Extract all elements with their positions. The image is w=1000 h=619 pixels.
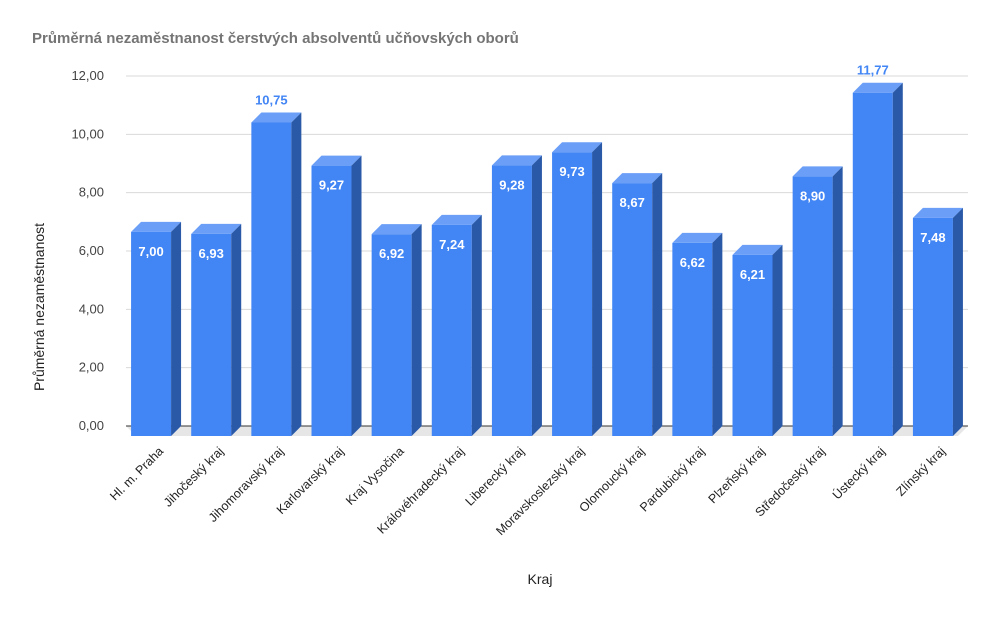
bar [912, 207, 963, 436]
bar-value-label: 6,93 [199, 246, 224, 261]
bar-front [612, 183, 653, 436]
bar [191, 223, 242, 436]
bar-side [291, 112, 302, 436]
bar [311, 155, 362, 436]
y-tick-label: 2,00 [79, 360, 104, 375]
bar-front [131, 231, 172, 436]
bar-top [431, 214, 482, 225]
bar-value-label: 9,27 [319, 178, 344, 193]
bar-top [131, 221, 182, 232]
bar-front [191, 233, 232, 436]
bar-value-label: 11,77 [857, 63, 889, 78]
x-tick-label: Kraj Vysočina [343, 444, 407, 508]
bar-side [832, 166, 843, 436]
bar-side [171, 221, 182, 436]
x-tick-label: Plzeňský kraj [706, 444, 768, 506]
bar-front [311, 165, 352, 436]
x-axis-title: Kraj [528, 571, 553, 587]
bar-side [772, 244, 783, 436]
bar-value-label: 9,28 [499, 177, 524, 192]
bar-top [672, 232, 723, 243]
bar-front [732, 254, 773, 436]
bars-layer [131, 82, 963, 437]
bar [491, 155, 542, 437]
y-tick-label: 6,00 [79, 243, 104, 258]
bar [371, 224, 422, 436]
bar-value-label: 6,21 [740, 267, 765, 282]
y-tick-label: 4,00 [79, 301, 104, 316]
y-tick-label: 12,00 [71, 68, 104, 83]
bar-side [411, 224, 422, 436]
bar-top [612, 173, 663, 184]
bar [852, 82, 903, 436]
bar-top [552, 142, 603, 153]
bar-front [431, 224, 472, 436]
bar-value-label: 8,90 [800, 188, 825, 203]
bar [792, 166, 843, 436]
bar-top [732, 244, 783, 255]
chart-title: Průměrná nezaměstnanost čerstvých absolv… [32, 30, 519, 47]
bar-front [491, 165, 532, 437]
bar-front [792, 176, 833, 436]
bar-value-label: 10,75 [255, 92, 288, 107]
bar-top [191, 223, 242, 234]
bar-side [652, 173, 663, 436]
bar-top [371, 224, 422, 235]
bar-value-label: 8,67 [620, 195, 645, 210]
bar-top [912, 207, 963, 218]
bar-top [852, 82, 903, 93]
bar-front [371, 234, 412, 436]
bar-side [592, 142, 603, 437]
x-tick-label: Liberecký kraj [463, 444, 527, 508]
bar [612, 173, 663, 436]
bar-value-label: 9,73 [559, 164, 584, 179]
bar-front [251, 122, 292, 436]
bar-front [912, 217, 953, 436]
bar-front [552, 152, 593, 437]
bar [552, 142, 603, 437]
bar-front [672, 242, 713, 436]
bar-top [491, 155, 542, 166]
bar-value-label: 7,00 [138, 244, 163, 259]
y-tick-label: 0,00 [79, 418, 104, 433]
y-tick-label: 8,00 [79, 185, 104, 200]
bar [251, 112, 302, 436]
bar-side [531, 155, 542, 437]
bar-side [231, 223, 242, 436]
bar-front [852, 92, 893, 436]
bar-top [251, 112, 302, 123]
bar-top [311, 155, 362, 166]
bar [131, 221, 182, 436]
x-tick-label: Ústecký kraj [829, 444, 888, 503]
bar-value-label: 6,62 [680, 255, 705, 270]
bar-value-label: 7,24 [439, 237, 465, 252]
y-axis-title: Průměrná nezaměstnanost [31, 223, 47, 391]
x-tick-label: Hl. m. Praha [107, 444, 166, 503]
bar [431, 214, 482, 436]
bar-value-label: 6,92 [379, 246, 404, 261]
bar-top [792, 166, 843, 177]
bar-side [471, 214, 482, 436]
x-tick-label: Jihočeský kraj [161, 444, 226, 509]
bar-side [351, 155, 362, 436]
bar [732, 244, 783, 436]
x-tick-label: Pardubický kraj [637, 444, 707, 514]
bar-side [712, 232, 723, 436]
x-tick-label: Zlínský kraj [893, 444, 948, 499]
bar [672, 232, 723, 436]
bar-side [952, 207, 963, 436]
bar-value-label: 7,48 [920, 230, 945, 245]
y-tick-label: 10,00 [71, 126, 104, 141]
bar-side [892, 82, 903, 436]
